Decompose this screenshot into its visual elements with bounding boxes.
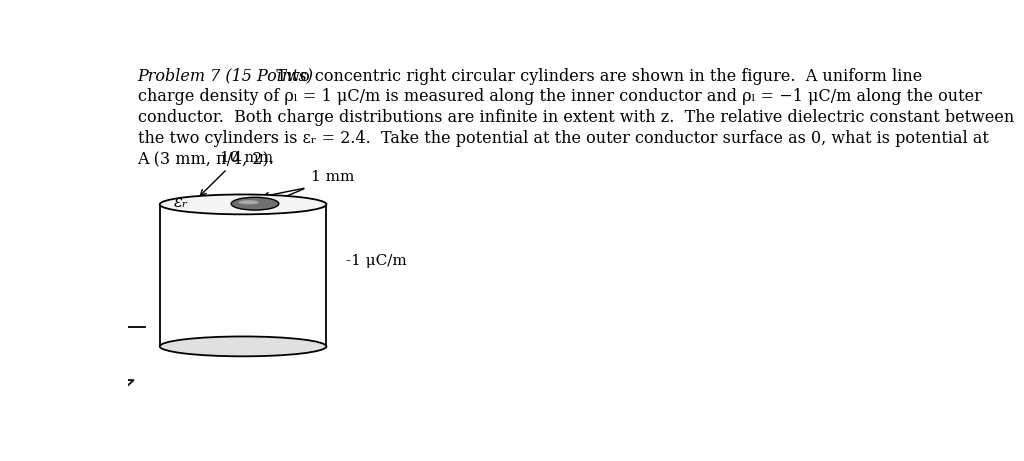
Ellipse shape <box>160 337 327 356</box>
Text: the two cylinders is εᵣ = 2.4.  Take the potential at the outer conductor surfac: the two cylinders is εᵣ = 2.4. Take the … <box>137 130 988 147</box>
Text: conductor.  Both charge distributions are infinite in extent with z.  The relati: conductor. Both charge distributions are… <box>137 109 1014 126</box>
Ellipse shape <box>231 197 279 210</box>
Ellipse shape <box>239 200 259 204</box>
Text: 10 mm: 10 mm <box>220 151 273 165</box>
Text: -1 μC/m: -1 μC/m <box>346 254 407 268</box>
Text: 1 mm: 1 mm <box>310 170 354 184</box>
Text: charge density of ρₗ = 1 μC/m is measured along the inner conductor and ρₗ = −1 : charge density of ρₗ = 1 μC/m is measure… <box>137 89 981 105</box>
Text: Problem 7 (15 Points): Problem 7 (15 Points) <box>137 68 313 85</box>
Text: A (3 mm, π/4, 2).: A (3 mm, π/4, 2). <box>137 150 274 167</box>
Text: Two concentric right circular cylinders are shown in the figure.  A uniform line: Two concentric right circular cylinders … <box>260 68 922 85</box>
Text: εᵣ: εᵣ <box>174 194 188 211</box>
Ellipse shape <box>160 195 327 214</box>
